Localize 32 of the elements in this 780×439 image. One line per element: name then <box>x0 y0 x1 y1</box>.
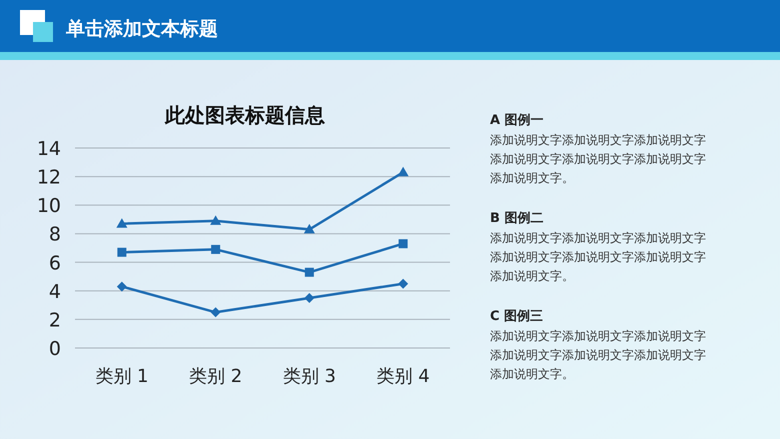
y-tick-label: 4 <box>48 280 61 303</box>
point <box>398 278 408 289</box>
point <box>304 293 314 303</box>
x-tick-label: 类别 3 <box>282 366 336 387</box>
point <box>211 244 220 254</box>
y-tick-label: 12 <box>36 166 61 189</box>
point <box>398 166 409 176</box>
text: 单击添加文本标题 <box>65 18 218 40</box>
y-tick-label: 6 <box>48 252 61 274</box>
point <box>210 307 221 318</box>
chart-title: 此处图表标题信息 <box>164 103 325 127</box>
y-tick-label: 8 <box>48 224 61 246</box>
text: B 图例二 <box>490 211 544 226</box>
point <box>304 268 314 277</box>
x-tick-label: 类别 4 <box>376 366 430 387</box>
text: 添加说明文字添加说明文字添加说明文字添加说明文字添加说明文字添加说明文字添加说明文字。 <box>490 231 706 283</box>
point <box>210 215 222 225</box>
y-tick-label: 2 <box>48 309 61 332</box>
point <box>116 282 127 292</box>
point <box>398 239 408 248</box>
point <box>116 218 128 228</box>
point <box>117 248 126 257</box>
y-tick-label: 14 <box>36 138 61 160</box>
text: 添加说明文字添加说明文字添加说明文字添加说明文字添加说明文字添加说明文字添加说明文字。 <box>490 133 706 185</box>
point <box>304 224 315 234</box>
text: C 图例三 <box>490 309 544 324</box>
x-tick-label: 类别 1 <box>95 366 148 387</box>
y-tick-label: 10 <box>36 195 61 218</box>
x-tick-label: 类别 2 <box>189 366 242 387</box>
text: A 图例一 <box>490 113 544 128</box>
text: 添加说明文字添加说明文字添加说明文字添加说明文字添加说明文字添加说明文字添加说明文字。 <box>490 329 706 381</box>
y-tick-label: 0 <box>48 338 61 360</box>
